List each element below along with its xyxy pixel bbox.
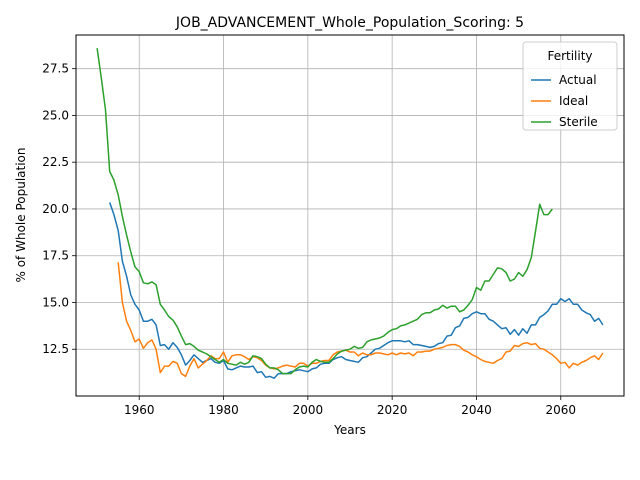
- series-line-sterile: [96, 47, 553, 375]
- y-tick-label: 20.0: [42, 202, 69, 216]
- legend-entries: Actual Ideal Sterile: [531, 73, 598, 129]
- x-tick-label: 2060: [545, 403, 576, 417]
- y-tick-label: 12.5: [42, 342, 69, 356]
- axis-ticks: 1960 1980 2000 2020 2040 2060 12.5 15.0 17.5 20.0…: [42, 62, 576, 417]
- legend: Fertility Actual Ideal Sterile: [522, 41, 618, 131]
- legend-label-ideal: Ideal: [559, 94, 588, 108]
- x-tick-label: 2020: [377, 403, 408, 417]
- x-tick-label: 2000: [293, 403, 324, 417]
- y-axis-label: % of Whole Population: [14, 148, 28, 283]
- grid: [76, 35, 624, 396]
- legend-title: Fertility: [547, 49, 592, 63]
- x-tick-label: 1960: [124, 403, 155, 417]
- x-axis-label: Years: [333, 423, 366, 437]
- legend-label-sterile: Sterile: [559, 115, 598, 129]
- y-tick-label: 25.0: [42, 108, 69, 122]
- series-lines: [96, 47, 604, 379]
- x-tick-label: 1980: [208, 403, 239, 417]
- legend-box: [522, 41, 618, 131]
- plot-frame: [75, 34, 625, 397]
- y-tick-label: 22.5: [42, 155, 69, 169]
- y-tick-label: 15.0: [42, 295, 69, 309]
- series-line-ideal: [117, 262, 604, 378]
- y-tick-label: 27.5: [42, 62, 69, 76]
- x-tick-label: 2040: [461, 403, 492, 417]
- chart-title: JOB_ADVANCEMENT_Whole_Population_Scoring…: [175, 15, 524, 31]
- legend-label-actual: Actual: [559, 73, 597, 87]
- series-line-actual: [108, 202, 604, 379]
- y-tick-label: 17.5: [42, 249, 69, 263]
